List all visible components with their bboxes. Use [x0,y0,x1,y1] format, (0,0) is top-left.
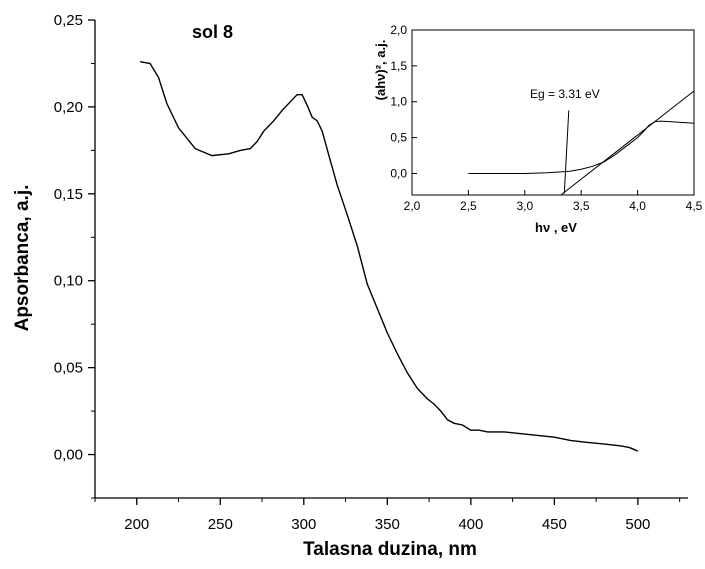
inset-y-tick-label: 2,0 [390,23,407,37]
inset-ticks: 2,0 2,5 3,0 3,5 4,0 4,5 0,0 0,5 1,0 1,5 2,0 [390,23,702,213]
main-y-tick-label: 0,10 [54,273,83,290]
inset-x-tick-label: 3,0 [516,199,533,213]
inset-x-tick-label: 4,0 [629,199,646,213]
inset-pointer-line [563,110,570,194]
inset-x-tick-label: 3,5 [573,199,590,213]
main-y-tick-label: 0,05 [54,360,83,377]
inset-y-tick-label: 1,5 [390,59,407,73]
main-x-axis-title: Talasna duzina, nm [303,539,477,560]
main-x-tick-label: 250 [208,516,233,533]
main-annotation: sol 8 [192,22,233,42]
main-y-axis-title: Apsorbanca, a.j. [12,185,33,332]
inset-x-tick-label: 2,0 [404,199,421,213]
main-series-line [139,61,639,452]
main-x-tick-label: 350 [375,516,400,533]
main-ticks: 200 250 300 350 400 450 500 0,00 0,05 0,10 0,15 0,2… [54,12,681,533]
main-y-tick-label: 0,20 [54,99,83,116]
main-x-tick-label: 300 [291,516,316,533]
main-x-tick-label: 200 [124,516,149,533]
main-y-tick-label: 0,25 [54,12,83,29]
inset-y-tick-label: 0,5 [390,131,407,145]
inset-x-tick-label: 4,5 [686,199,703,213]
inset-series-line [468,120,695,174]
inset-frame [411,29,695,196]
inset-y-tick-label: 1,0 [390,95,407,109]
main-y-tick-label: 0,15 [54,186,83,203]
main-x-tick-label: 450 [542,516,567,533]
inset-x-axis-title: hν , eV [535,220,577,235]
inset-tangent-line [560,90,695,196]
inset-annotation: Eg = 3.31 eV [530,87,600,101]
main-y-tick-label: 0,00 [54,447,83,464]
main-x-tick-label: 400 [458,516,483,533]
inset-y-tick-label: 0,0 [390,166,407,180]
main-x-tick-label: 500 [625,516,650,533]
inset-y-axis-title: (ahν)², a.j. [373,40,388,101]
inset-x-tick-label: 2,5 [460,199,477,213]
